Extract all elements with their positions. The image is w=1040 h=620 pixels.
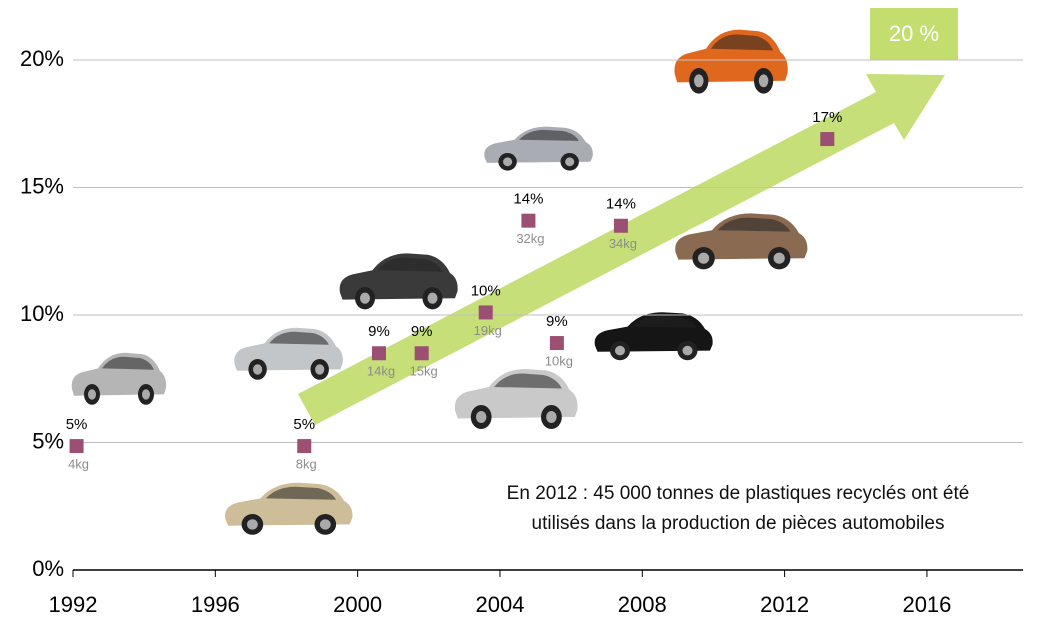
value-label: 14% bbox=[513, 191, 543, 208]
marker bbox=[371, 346, 386, 361]
value-label: 5% bbox=[66, 416, 88, 433]
value-label: 9% bbox=[411, 323, 433, 340]
x-tick-label: 1996 bbox=[191, 592, 240, 617]
weight-label: 15kg bbox=[410, 364, 438, 379]
y-tick-label: 0% bbox=[32, 556, 64, 581]
y-tick-label: 20% bbox=[20, 46, 64, 71]
marker bbox=[613, 218, 628, 233]
y-tick-label: 10% bbox=[20, 301, 64, 326]
marker bbox=[297, 439, 312, 454]
trend-arrow bbox=[298, 74, 945, 425]
weight-label: 10kg bbox=[545, 353, 573, 368]
y-tick-label: 5% bbox=[32, 428, 64, 453]
marker bbox=[478, 305, 493, 320]
weight-label: 32kg bbox=[516, 231, 544, 246]
weight-label: 14kg bbox=[367, 364, 395, 379]
marker bbox=[549, 336, 564, 351]
car-images bbox=[71, 29, 808, 535]
x-tick-label: 2008 bbox=[618, 592, 667, 617]
x-tick-label: 1992 bbox=[49, 592, 98, 617]
value-label: 9% bbox=[368, 323, 390, 340]
value-label: 9% bbox=[546, 313, 568, 330]
marker bbox=[69, 439, 84, 454]
x-tick-label: 2016 bbox=[902, 592, 951, 617]
arrow-label: 20 % bbox=[889, 21, 939, 46]
marker bbox=[820, 132, 835, 147]
marker bbox=[521, 213, 536, 228]
y-tick-label: 15% bbox=[20, 173, 64, 198]
value-label: 5% bbox=[293, 416, 315, 433]
weight-label: 34kg bbox=[609, 236, 637, 251]
weight-label: 4kg bbox=[68, 457, 89, 472]
annotation: utilisés dans la production de pièces au… bbox=[532, 513, 945, 534]
x-tick-label: 2000 bbox=[333, 592, 382, 617]
x-tick-label: 2012 bbox=[760, 592, 809, 617]
marker bbox=[414, 346, 429, 361]
weight-label: 8kg bbox=[296, 457, 317, 472]
annotation: En 2012 : 45 000 tonnes de plastiques re… bbox=[507, 483, 970, 504]
x-tick-label: 2004 bbox=[475, 592, 524, 617]
value-label: 14% bbox=[606, 196, 636, 213]
weight-label: 19kg bbox=[474, 323, 502, 338]
value-label: 17% bbox=[812, 109, 842, 126]
value-label: 10% bbox=[471, 282, 501, 299]
arrow-label-box bbox=[870, 8, 958, 60]
